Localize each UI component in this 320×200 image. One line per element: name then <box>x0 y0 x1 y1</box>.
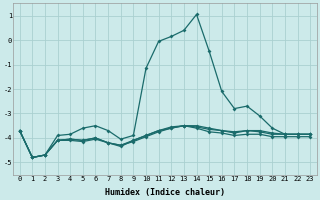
X-axis label: Humidex (Indice chaleur): Humidex (Indice chaleur) <box>105 188 225 197</box>
